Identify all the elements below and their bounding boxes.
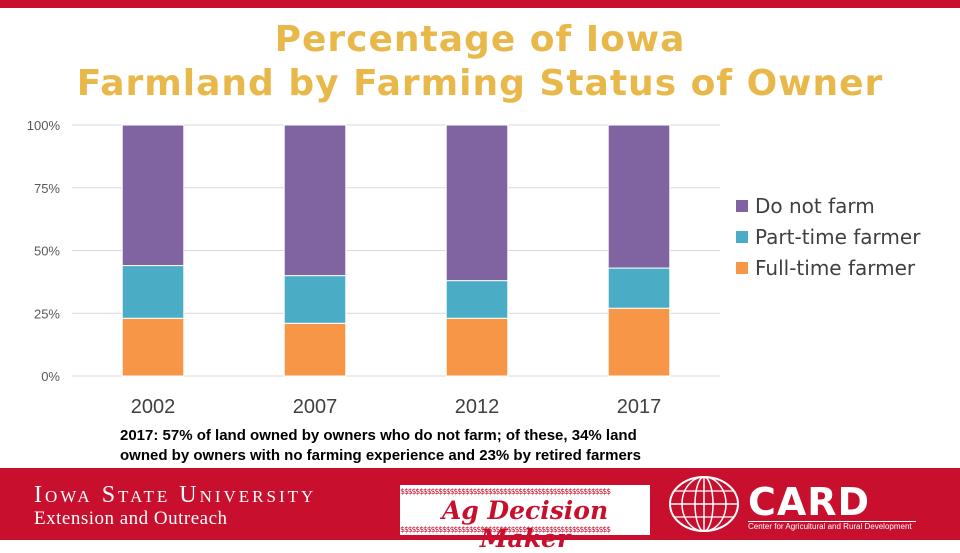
agdm-pattern-top: $$$$$$$$$$$$$$$$$$$$$$$$$$$$$$$$$$$$$$$$… [400,487,611,496]
agdm-logo-text: Ag Decision Maker [441,496,609,553]
card-logo-text: CARD [748,480,871,524]
ag-decision-maker-logo[interactable]: $$$$$$$$$$$$$$$$$$$$$$$$$$$$$$$$$$$$$$$$… [400,485,650,553]
bar-segment [121,124,185,267]
bar-segment [121,317,185,377]
legend-swatch [736,262,748,274]
caption-line-2: owned by owners with no farming experien… [120,447,641,464]
y-tick-label: 25% [34,306,60,321]
bar-segment [607,124,671,269]
bar-segment [445,317,509,377]
y-tick-label: 75% [34,181,60,196]
chart-title: Percentage of Iowa Farmland by Farming S… [40,18,920,106]
legend-swatch [736,200,748,212]
bar-segment [283,124,347,277]
x-tick-label: 2017 [617,396,662,418]
card-logo-subtitle: Center for Agricultural and Rural Develo… [748,522,912,531]
chart-title-line-1: Percentage of Iowa [274,19,686,60]
isu-extension-logo[interactable]: Iowa State University Extension and Outr… [34,482,316,530]
legend-label: Full-time farmer [755,256,916,280]
x-tick-label: 2002 [131,396,176,418]
bar-segment [121,265,185,319]
x-tick-label: 2007 [293,396,338,418]
globe-icon [669,476,739,532]
card-logo-rule [748,521,916,522]
y-tick-label: 50% [34,244,60,259]
chart-title-line-2: Farmland by Farming Status of Owner [76,63,884,104]
bar-segment [283,322,347,377]
bar-segment [607,307,671,377]
caption-line-1: 2017: 57% of land owned by owners who do… [120,427,637,444]
legend-label: Do not farm [755,194,875,218]
legend-label: Part-time farmer [755,225,921,249]
isu-logo-line-2: Extension and Outreach [34,508,228,529]
top-accent-bar [0,0,960,8]
isu-logo-line-1: Iowa State University [34,482,317,508]
x-tick-label: 2012 [455,396,500,418]
y-tick-label: 100% [27,118,61,133]
stacked-bar-chart: 0% 25% 50% 75% 100% 2002 2007 2012 2017 Do not fa… [27,118,921,418]
chart-caption: 2017: 57% of land owned by owners who do… [120,426,760,466]
bar-segment [445,280,509,319]
y-tick-label: 0% [41,369,60,384]
card-logo[interactable]: CARD Center for Agricultural and Rural D… [664,470,924,536]
bar-segment [445,124,509,282]
bar-segment [607,267,671,309]
legend-swatch [736,231,748,243]
bar-segment [283,275,347,324]
agdm-pattern-bottom: $$$$$$$$$$$$$$$$$$$$$$$$$$$$$$$$$$$$$$$$… [400,525,611,534]
